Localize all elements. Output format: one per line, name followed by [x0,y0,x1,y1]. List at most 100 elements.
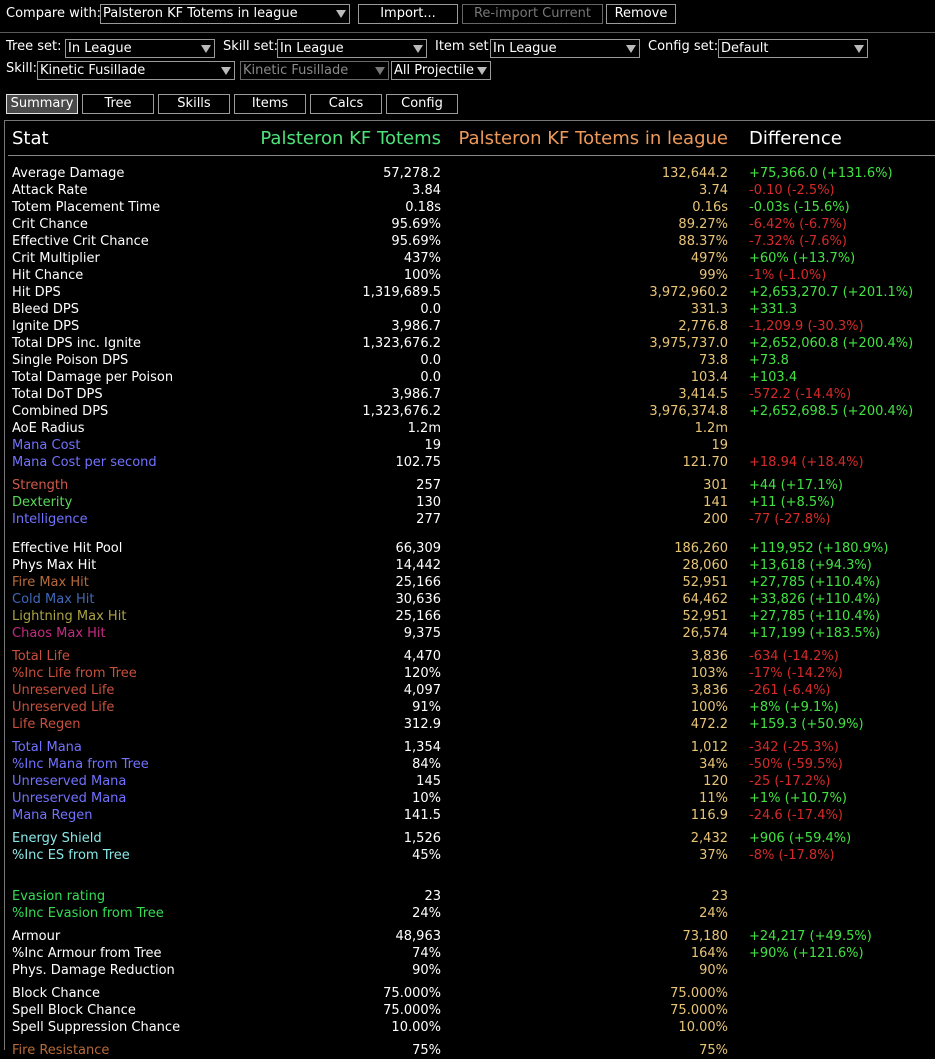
current-value: 3,836 [690,683,728,698]
compare-value: 25,166 [395,575,442,590]
current-value: 23 [711,889,728,904]
panel-top-border [4,120,935,121]
current-value: 75% [699,1043,728,1058]
compare-value: 23 [424,889,441,904]
stat-label: Mana Cost per second [12,455,157,470]
stat-label: Effective Hit Pool [12,541,123,556]
dropdown-arrow [477,67,487,75]
compare-value: 1,319,689.5 [362,285,441,300]
toolbar-button[interactable]: Import... [358,4,458,24]
tree-set-select[interactable]: In League [65,39,215,58]
current-value: 34% [699,757,728,772]
compare-select[interactable]: Palsteron KF Totems in league [100,4,350,24]
separator [0,32,935,33]
difference-value: +2,653,270.7 (+201.1%) [749,285,914,300]
current-value: 2,776.8 [678,319,728,334]
compare-value: 1,526 [403,831,441,846]
stat-label: Unreserved Mana [12,774,127,789]
current-value: 472.2 [690,717,728,732]
difference-value: -25 (-17.2%) [749,774,831,789]
compare-value: 277 [416,512,441,527]
tab[interactable]: Config [386,94,458,114]
stat-label: Dexterity [12,495,73,510]
toolbar-button: Re-import Current [462,4,603,24]
difference-value: +60% (+13.7%) [749,251,856,266]
compare-value: 95.69% [391,234,441,249]
current-value: 116.9 [690,808,728,823]
toolbar-button[interactable]: Remove [606,4,676,24]
current-value: 331.3 [690,302,728,317]
stat-label: Armour [12,929,61,944]
compare-value: 45% [412,848,441,863]
compare-value: 25,166 [395,609,442,624]
stat-label: Total Mana [12,740,82,755]
compare-value: 0.0 [420,302,441,317]
stat-label: Lightning Max Hit [12,609,127,624]
stat-label: Crit Chance [12,217,88,232]
compare-label: Compare with: [6,6,102,21]
config-set-select[interactable]: Default [718,39,868,58]
stat-label: Mana Cost [12,438,81,453]
dropdown-arrow [336,10,346,18]
header-compare-build: Palsteron KF Totems [260,128,441,149]
stat-label: Average Damage [12,166,125,181]
stat-label: Totem Placement Time [12,200,161,215]
stat-label: %Inc Life from Tree [12,666,137,681]
current-value: 75.000% [670,986,728,1001]
current-value: 10.00% [678,1020,728,1035]
skill-select[interactable]: Kinetic Fusillade [37,61,235,80]
difference-value: +13,618 (+94.3%) [749,558,872,573]
difference-value: +17,199 (+183.5%) [749,626,881,641]
compare-value: 1,323,676.2 [362,404,441,419]
compare-value: 24% [412,906,441,921]
select-text: All Projectiles [394,63,474,78]
difference-value: -77 (-27.8%) [749,512,831,527]
compare-value: 91% [412,700,441,715]
current-value: 120 [703,774,728,789]
compare-value: 30,636 [395,592,442,607]
current-value: 497% [690,251,728,266]
difference-value: +27,785 (+110.4%) [749,575,881,590]
skill-set-label: Skill set: [223,39,278,54]
difference-value: +73.8 [749,353,789,368]
tab[interactable]: Skills [158,94,230,114]
skill-mode-select[interactable]: All Projectiles [391,61,491,80]
current-value: 103.4 [690,370,728,385]
current-value: 26,574 [682,626,729,641]
tab[interactable]: Items [234,94,306,114]
current-value: 141 [703,495,728,510]
item-set-select[interactable]: In League [490,39,640,58]
dropdown-arrow [375,67,385,75]
difference-value: -261 (-6.4%) [749,683,831,698]
current-value: 19 [711,438,728,453]
skill-set-select[interactable]: In League [277,39,427,58]
select-text: Kinetic Fusillade [243,63,349,78]
difference-value: +44 (+17.1%) [749,478,843,493]
current-value: 301 [703,478,728,493]
tab[interactable]: Calcs [310,94,382,114]
compare-value: 19 [424,438,441,453]
compare-value: 75.000% [383,986,441,1001]
difference-value: -6.42% (-6.7%) [749,217,847,232]
compare-value: 95.69% [391,217,441,232]
tab[interactable]: Tree [82,94,154,114]
difference-value: -0.03s (-15.6%) [749,200,850,215]
stat-label: Cold Max Hit [12,592,95,607]
difference-value: -634 (-14.2%) [749,649,839,664]
compare-value: 0.18s [405,200,441,215]
tab[interactable]: Summary [6,94,78,114]
difference-value: -7.32% (-7.6%) [749,234,847,249]
stat-label: Attack Rate [12,183,88,198]
compare-value: 141.5 [403,808,441,823]
dropdown-arrow [221,67,231,75]
stat-label: Hit DPS [12,285,61,300]
compare-value: 4,097 [403,683,441,698]
compare-value: 10.00% [391,1020,441,1035]
current-value: 132,644.2 [661,166,728,181]
header-current-build: Palsteron KF Totems in league [458,128,728,149]
stat-label: %Inc Mana from Tree [12,757,149,772]
current-value: 3,836 [690,649,728,664]
compare-value: 1.2m [407,421,441,436]
difference-value: +159.3 (+50.9%) [749,717,864,732]
difference-value: +24,217 (+49.5%) [749,929,872,944]
